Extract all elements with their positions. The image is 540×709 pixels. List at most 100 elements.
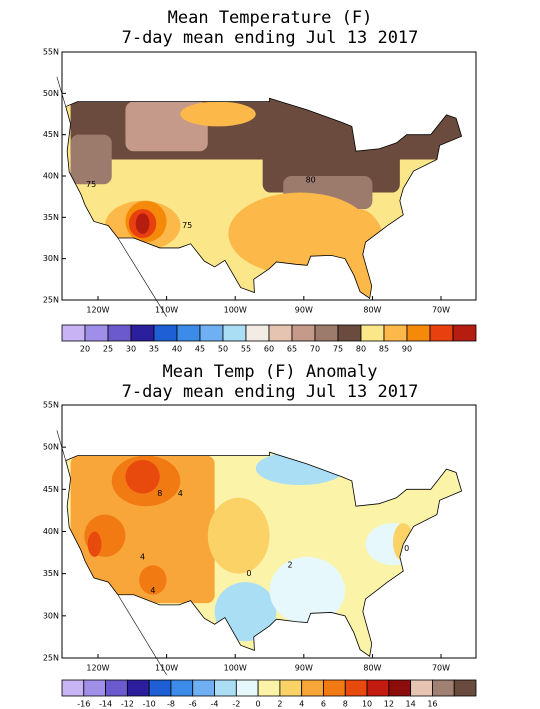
lon-label: 70W [432, 306, 450, 315]
colorbar-label: 75 [333, 345, 343, 354]
colorbar-label: -4 [211, 700, 219, 709]
colorbar-box [366, 679, 390, 697]
colorbar-box [105, 679, 128, 697]
colorbar-label: 60 [264, 345, 274, 354]
field-region [87, 531, 102, 557]
colorbar-box [176, 324, 201, 342]
colorbar-label: 25 [103, 345, 113, 354]
field-region [125, 459, 160, 494]
contour-label: 4 [150, 586, 155, 595]
colorbar-label: 55 [241, 345, 251, 354]
colorbar-box [214, 679, 237, 697]
colorbar-label: 16 [427, 700, 437, 709]
colorbar-label: -8 [167, 700, 175, 709]
panel-title: 7-day mean ending Jul 13 2017 [122, 382, 419, 402]
lon-label: 110W [155, 664, 178, 673]
contour-label: 0 [246, 569, 251, 578]
contour-label: 8 [157, 489, 162, 498]
contour-label: 2 [288, 561, 293, 570]
colorbar-box [107, 324, 132, 342]
colorbar-box [257, 679, 281, 697]
colorbar-label: -2 [232, 700, 240, 709]
lat-label: 55N [43, 401, 59, 410]
lon-label: 100W [224, 664, 247, 673]
colorbar-box [83, 679, 106, 697]
colorbar-box [130, 324, 155, 342]
lon-label: 80W [363, 664, 381, 673]
us-outline [65, 97, 463, 300]
panel-title: 7-day mean ending Jul 13 2017 [122, 28, 419, 48]
lon-label: 80W [363, 306, 381, 315]
us-outline [65, 451, 463, 658]
lat-label: 45N [43, 485, 59, 494]
colorbar-box [235, 679, 259, 697]
coast [56, 76, 67, 107]
colorbar-box [61, 324, 86, 342]
colorbar-box [222, 324, 247, 342]
lon-label: 100W [224, 306, 247, 315]
colorbar-box [291, 324, 316, 342]
colorbar-box [406, 324, 431, 342]
colorbar-label: 30 [126, 345, 136, 354]
colorbar-label: 45 [195, 345, 205, 354]
contour-label: 4 [178, 489, 183, 498]
colorbar-label: -6 [189, 700, 197, 709]
colorbar-box [383, 324, 408, 342]
lat-label: 25N [43, 654, 59, 663]
panel-title: Mean Temp (F) Anomaly [163, 362, 378, 382]
colorbar-label: 8 [343, 700, 348, 709]
colorbar-label: 35 [149, 345, 159, 354]
colorbar-label: 20 [80, 345, 90, 354]
colorbar-label: 12 [384, 700, 394, 709]
colorbar-box [245, 324, 270, 342]
contour-label: 4 [140, 552, 145, 561]
field-region [135, 213, 150, 234]
colorbar-box [360, 324, 385, 342]
colorbar-box [192, 679, 215, 697]
lat-label: 50N [43, 89, 59, 98]
contour-label: 0 [404, 544, 409, 553]
colorbar-box [388, 679, 412, 697]
colorbar-label: 2 [277, 700, 282, 709]
colorbar-label: -12 [121, 700, 134, 709]
colorbar-box [268, 324, 293, 342]
colorbar-label: 40 [172, 345, 182, 354]
lat-label: 50N [43, 443, 59, 452]
colorbar-box [153, 324, 178, 342]
colorbar-box [126, 679, 150, 697]
map-panel: Mean Temperature (F)7-day mean ending Ju… [43, 8, 477, 354]
lon-label: 90W [295, 306, 313, 315]
panel-title: Mean Temperature (F) [168, 8, 373, 28]
colorbar-label: 10 [362, 700, 372, 709]
lat-label: 30N [43, 611, 59, 620]
field-region [139, 565, 167, 595]
lat-label: 45N [43, 130, 59, 139]
coast [56, 430, 67, 461]
colorbar-box [148, 679, 172, 697]
colorbar-box [84, 324, 109, 342]
colorbar-box [199, 324, 224, 342]
colorbar-box [301, 679, 324, 697]
colorbar-label: 6 [321, 700, 326, 709]
colorbar-label: 4 [299, 700, 304, 709]
lat-label: 35N [43, 569, 59, 578]
field-region [70, 455, 215, 604]
colorbar-box [453, 679, 477, 697]
colorbar-label: 14 [406, 700, 416, 709]
lon-label: 70W [432, 664, 450, 673]
coast [117, 594, 167, 676]
field-region [180, 101, 256, 127]
lat-label: 40N [43, 172, 59, 181]
lon-label: 110W [155, 306, 178, 315]
lat-label: 40N [43, 527, 59, 536]
colorbar-label: 0 [256, 700, 261, 709]
colorbar-label: 85 [379, 345, 389, 354]
lon-label: 90W [295, 664, 313, 673]
lat-label: 25N [43, 296, 59, 305]
colorbar-box [170, 679, 194, 697]
colorbar-box [452, 324, 477, 342]
colorbar-label: -14 [99, 700, 112, 709]
contour-label: 80 [306, 176, 316, 185]
colorbar-box [314, 324, 339, 342]
